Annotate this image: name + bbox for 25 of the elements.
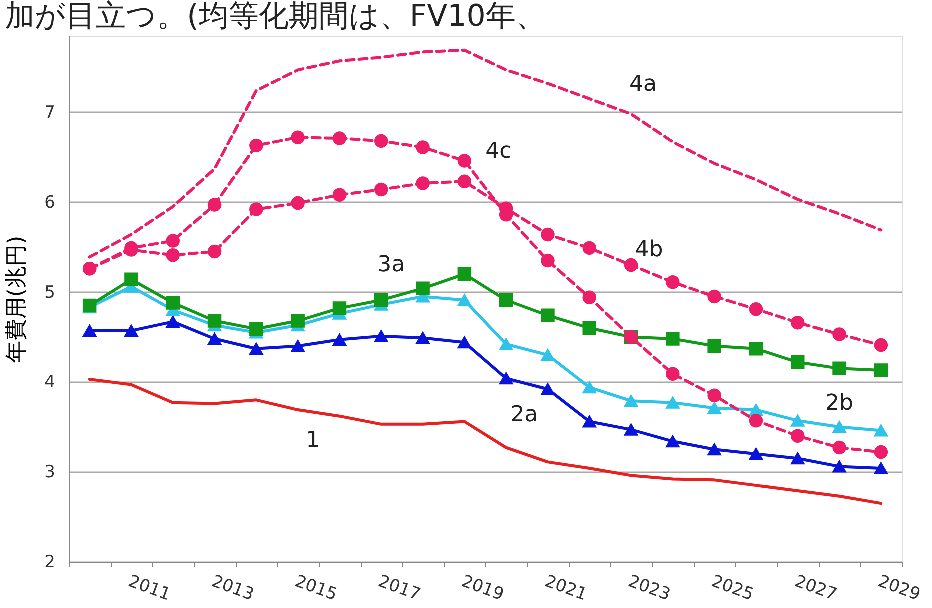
series-label: 4b <box>635 237 664 262</box>
y-tick-label: 7 <box>44 102 56 123</box>
x-tick-label: 2015 <box>292 572 340 606</box>
series-label: 4c <box>486 138 512 164</box>
series-label: 2b <box>826 391 854 416</box>
series-label: 4a <box>630 72 658 98</box>
x-tick-label: 2023 <box>626 572 674 606</box>
x-tick-label: 2029 <box>876 572 924 606</box>
x-tick-label: 2011 <box>126 572 174 606</box>
y-tick-label: 5 <box>44 282 56 303</box>
chart-title: 加が目立つ。(均等化期間は、FV10年、 <box>5 0 546 34</box>
y-tick-label: 6 <box>44 192 56 213</box>
x-tick-label: 2019 <box>459 572 507 606</box>
y-tick-label: 2 <box>44 552 56 572</box>
x-tick-label: 2025 <box>708 572 756 606</box>
x-tick-label: 2013 <box>209 572 257 606</box>
series-label: 2a <box>510 402 538 428</box>
x-tick-label: 2027 <box>792 572 840 606</box>
x-tick-label: 2021 <box>542 572 590 606</box>
series-label: 1 <box>306 428 320 454</box>
series-label: 3a <box>378 252 406 278</box>
y-tick-label: 4 <box>44 372 56 393</box>
x-tick-label: 2017 <box>376 572 424 606</box>
y-axis-title: 年費用(兆円) <box>4 236 30 364</box>
y-tick-label: 3 <box>44 462 56 483</box>
